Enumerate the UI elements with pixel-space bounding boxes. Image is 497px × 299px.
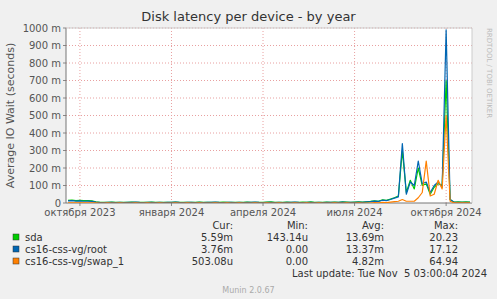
grid-line bbox=[66, 133, 472, 134]
grid-line bbox=[66, 98, 472, 99]
legend-label: cs16-css-vg/root bbox=[25, 244, 107, 255]
plot-frame bbox=[472, 28, 473, 203]
legend-stat: 143.14u bbox=[267, 232, 308, 243]
legend-label: cs16-css-vg/swap_1 bbox=[25, 256, 124, 268]
grid-line bbox=[66, 28, 472, 29]
legend-swatch bbox=[13, 246, 19, 252]
legend-header: Avg: bbox=[362, 220, 384, 231]
y-tick-label: 700 m bbox=[29, 75, 61, 86]
series-line bbox=[68, 116, 470, 204]
legend-stat: 17.12 bbox=[429, 244, 458, 255]
credit: Munin 2.0.67 bbox=[222, 286, 274, 295]
legend-label: sda bbox=[25, 232, 43, 243]
legend-swatch bbox=[13, 258, 19, 264]
plot-frame bbox=[66, 28, 472, 29]
grid-line bbox=[354, 28, 355, 203]
legend-stat: 13.69m bbox=[346, 232, 384, 243]
grid-line bbox=[66, 150, 472, 151]
y-tick-label: 600 m bbox=[29, 93, 61, 104]
legend-header: Cur: bbox=[212, 220, 233, 231]
series-line bbox=[68, 30, 470, 203]
legend-header: Max: bbox=[434, 220, 458, 231]
y-tick-label: 500 m bbox=[29, 110, 61, 121]
y-tick-label: 1000 m bbox=[23, 23, 61, 34]
legend-stat: 0.00 bbox=[286, 256, 308, 267]
x-tick-label: октября 2024 bbox=[411, 207, 482, 218]
grid-line bbox=[66, 185, 472, 186]
y-tick-label: 400 m bbox=[29, 128, 61, 139]
legend-stat: 5.59m bbox=[201, 232, 233, 243]
x-tick-label: октября 2023 bbox=[44, 207, 115, 218]
legend-swatch bbox=[13, 234, 19, 240]
legend-stat: 13.37m bbox=[346, 244, 384, 255]
legend-stat: 64.94 bbox=[429, 256, 458, 267]
y-tick-label: 800 m bbox=[29, 58, 61, 69]
series-group bbox=[68, 30, 470, 203]
footer: Last update: Tue Nov 5 03:00:04 2024 bbox=[292, 268, 487, 279]
y-axis-label: Average IO Wait (seconds) bbox=[4, 43, 17, 188]
background bbox=[0, 0, 497, 299]
grid-line bbox=[66, 80, 472, 81]
legend-stat: 4.82m bbox=[352, 256, 384, 267]
x-tick-label: апреля 2024 bbox=[230, 207, 296, 218]
legend-stat: 0.00 bbox=[286, 244, 308, 255]
grid-line bbox=[66, 168, 472, 169]
grid-line bbox=[79, 28, 80, 203]
plot-area bbox=[66, 28, 472, 203]
legend-stat: 20.23 bbox=[429, 232, 458, 243]
y-tick-label: 300 m bbox=[29, 145, 61, 156]
legend-header: Min: bbox=[287, 220, 308, 231]
legend-stat: 3.76m bbox=[201, 244, 233, 255]
grid-line bbox=[66, 115, 472, 116]
y-tick-label: 200 m bbox=[29, 163, 61, 174]
y-tick-label: 900 m bbox=[29, 40, 61, 51]
legend-stat: 503.08u bbox=[192, 256, 233, 267]
y-axis bbox=[66, 28, 67, 203]
grid-line bbox=[66, 45, 472, 46]
title: Disk latency per device - by year bbox=[141, 9, 356, 24]
grid-line bbox=[66, 63, 472, 64]
x-tick-label: июля 2024 bbox=[327, 207, 383, 218]
grid-line bbox=[171, 28, 172, 203]
chart: Disk latency per device - by year Average… bbox=[0, 0, 497, 299]
watermark: RRDTOOL / TOBI OETIKER bbox=[485, 28, 493, 118]
grid-line bbox=[263, 28, 264, 203]
x-tick-label: января 2024 bbox=[139, 207, 205, 218]
y-tick-label: 100 m bbox=[29, 180, 61, 191]
